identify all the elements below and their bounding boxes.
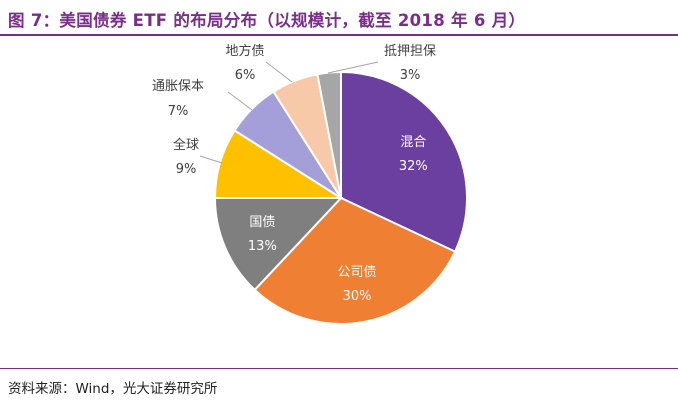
- slice-labels: 混合 32% 公司债 30% 国债 13% 全球 9% 通胀保本 7% 地方债 6% 抵押担保 3%: [152, 43, 436, 304]
- slice-2: [213, 197, 344, 292]
- leader-line-4: [227, 91, 253, 111]
- leader-line-6: [327, 61, 379, 74]
- leader-line-5: [265, 61, 293, 83]
- slice-label-4: 通胀保本: [152, 79, 204, 94]
- title-divider: [0, 34, 678, 36]
- slice-label-6: 抵押担保: [384, 44, 436, 59]
- slice-label-1: 公司债: [338, 265, 377, 280]
- slice-label-5: 地方债: [225, 43, 264, 59]
- leader-line-3: [199, 155, 223, 164]
- slice-1: [253, 196, 457, 325]
- slice-value-0: 32%: [399, 159, 428, 174]
- figure-title: 图 7：美国债券 ETF 的布局分布（以规模计，截至 2018 年 6 月）: [8, 11, 526, 30]
- pie-slices: [213, 70, 468, 325]
- slice-value-4: 7%: [168, 104, 189, 119]
- source-note: 资料来源：Wind，光大证券研究所: [8, 381, 218, 397]
- slice-label-2: 国债: [249, 215, 275, 230]
- slice-value-2: 13%: [248, 239, 277, 254]
- slice-0: [340, 70, 468, 253]
- source-divider: [0, 368, 678, 369]
- slice-label-3: 全球: [173, 137, 199, 153]
- slice-label-0: 混合: [400, 135, 426, 150]
- slice-value-3: 9%: [176, 162, 197, 177]
- slice-value-1: 30%: [343, 289, 372, 304]
- slice-value-5: 6%: [235, 68, 256, 83]
- leader-lines: [199, 61, 379, 164]
- slice-value-6: 3%: [400, 68, 421, 83]
